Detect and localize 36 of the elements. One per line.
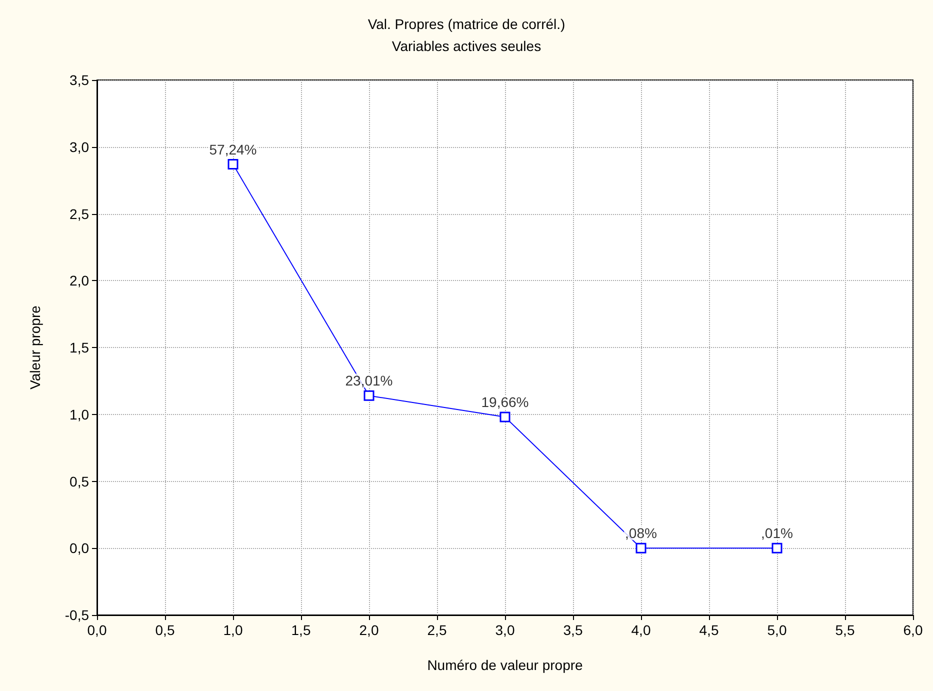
x-tick-label: 5,5 [835,622,855,638]
point [500,412,510,422]
x-tick-label: 6,0 [903,622,923,638]
annotation: ,08% [625,525,657,542]
x-tick-label: 1,5 [291,622,311,638]
annotation: 19,66% [481,394,529,410]
y-tick-label: 1,0 [70,406,90,422]
y-axis-title: Valeur propre [27,305,43,390]
x-tick-label: 0,0 [87,622,107,638]
y-tick-label: 0,5 [70,473,90,490]
y-tick-label: 0,0 [70,540,90,556]
annotation: 23,01% [345,372,393,389]
x-tick-label: 4,5 [699,622,719,638]
y-tick-label: -0,5 [64,607,90,623]
y-tick-label: 3,0 [70,138,90,155]
point [636,542,646,554]
y-tick-label: 2,5 [70,206,90,222]
x-tick-label: 4,0 [631,622,651,638]
x-tick-label: 3,0 [495,622,515,638]
x-tick-label: 2,0 [359,622,379,638]
x-tick-label: 2,5 [427,622,447,638]
point [364,390,374,401]
y-tick-label: 3,5 [70,72,90,88]
annotation: 57,24% [209,141,257,158]
y-tick-label: 1,5 [70,340,90,356]
point [228,159,238,170]
x-tick-label: 3,5 [563,622,583,638]
x-tick-label: 5,0 [767,622,787,638]
y-tick-label: 2,0 [70,272,90,289]
x-tick-label: 1,0 [223,622,243,638]
x-tick-label: 0,5 [155,622,175,638]
chart-subtitle: Variables actives seules [392,38,542,54]
x-axis-title: Numéro de valeur propre [427,657,584,673]
annotation: ,01% [761,525,793,542]
chart-title: Val. Propres (matrice de corrél.) [368,16,566,32]
point [772,542,782,554]
